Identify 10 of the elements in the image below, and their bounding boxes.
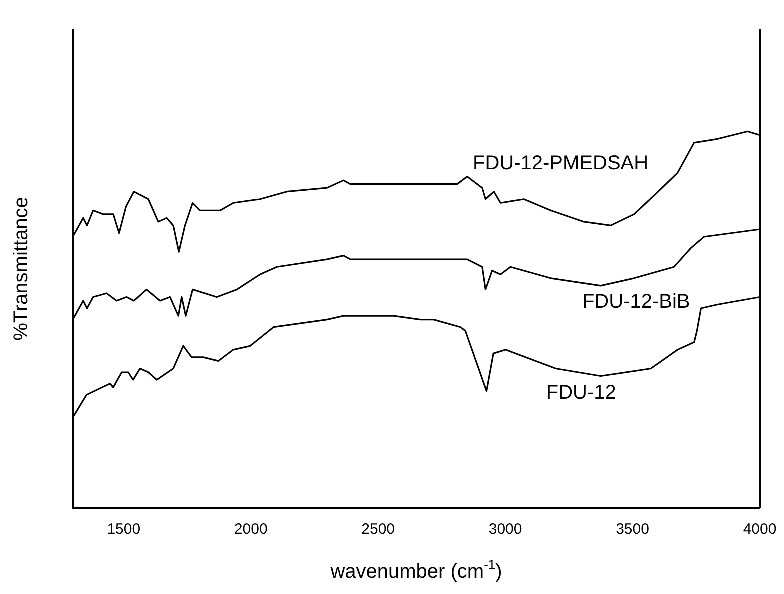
x-tick-label: 1500 <box>107 521 141 538</box>
series-label: FDU-12-BiB <box>582 290 690 313</box>
series-label: FDU-12-PMEDSAH <box>472 152 649 174</box>
x-tick-label: 2000 <box>234 521 268 538</box>
x-tick-label: 2500 <box>362 521 396 538</box>
x-tick-label: 3500 <box>616 521 650 538</box>
x-tick-label: 3000 <box>488 521 522 538</box>
series-label: FDU-12 <box>546 382 616 404</box>
x-tick-label: 4000 <box>743 521 777 538</box>
y-axis-title: %Transmittance <box>10 197 33 341</box>
